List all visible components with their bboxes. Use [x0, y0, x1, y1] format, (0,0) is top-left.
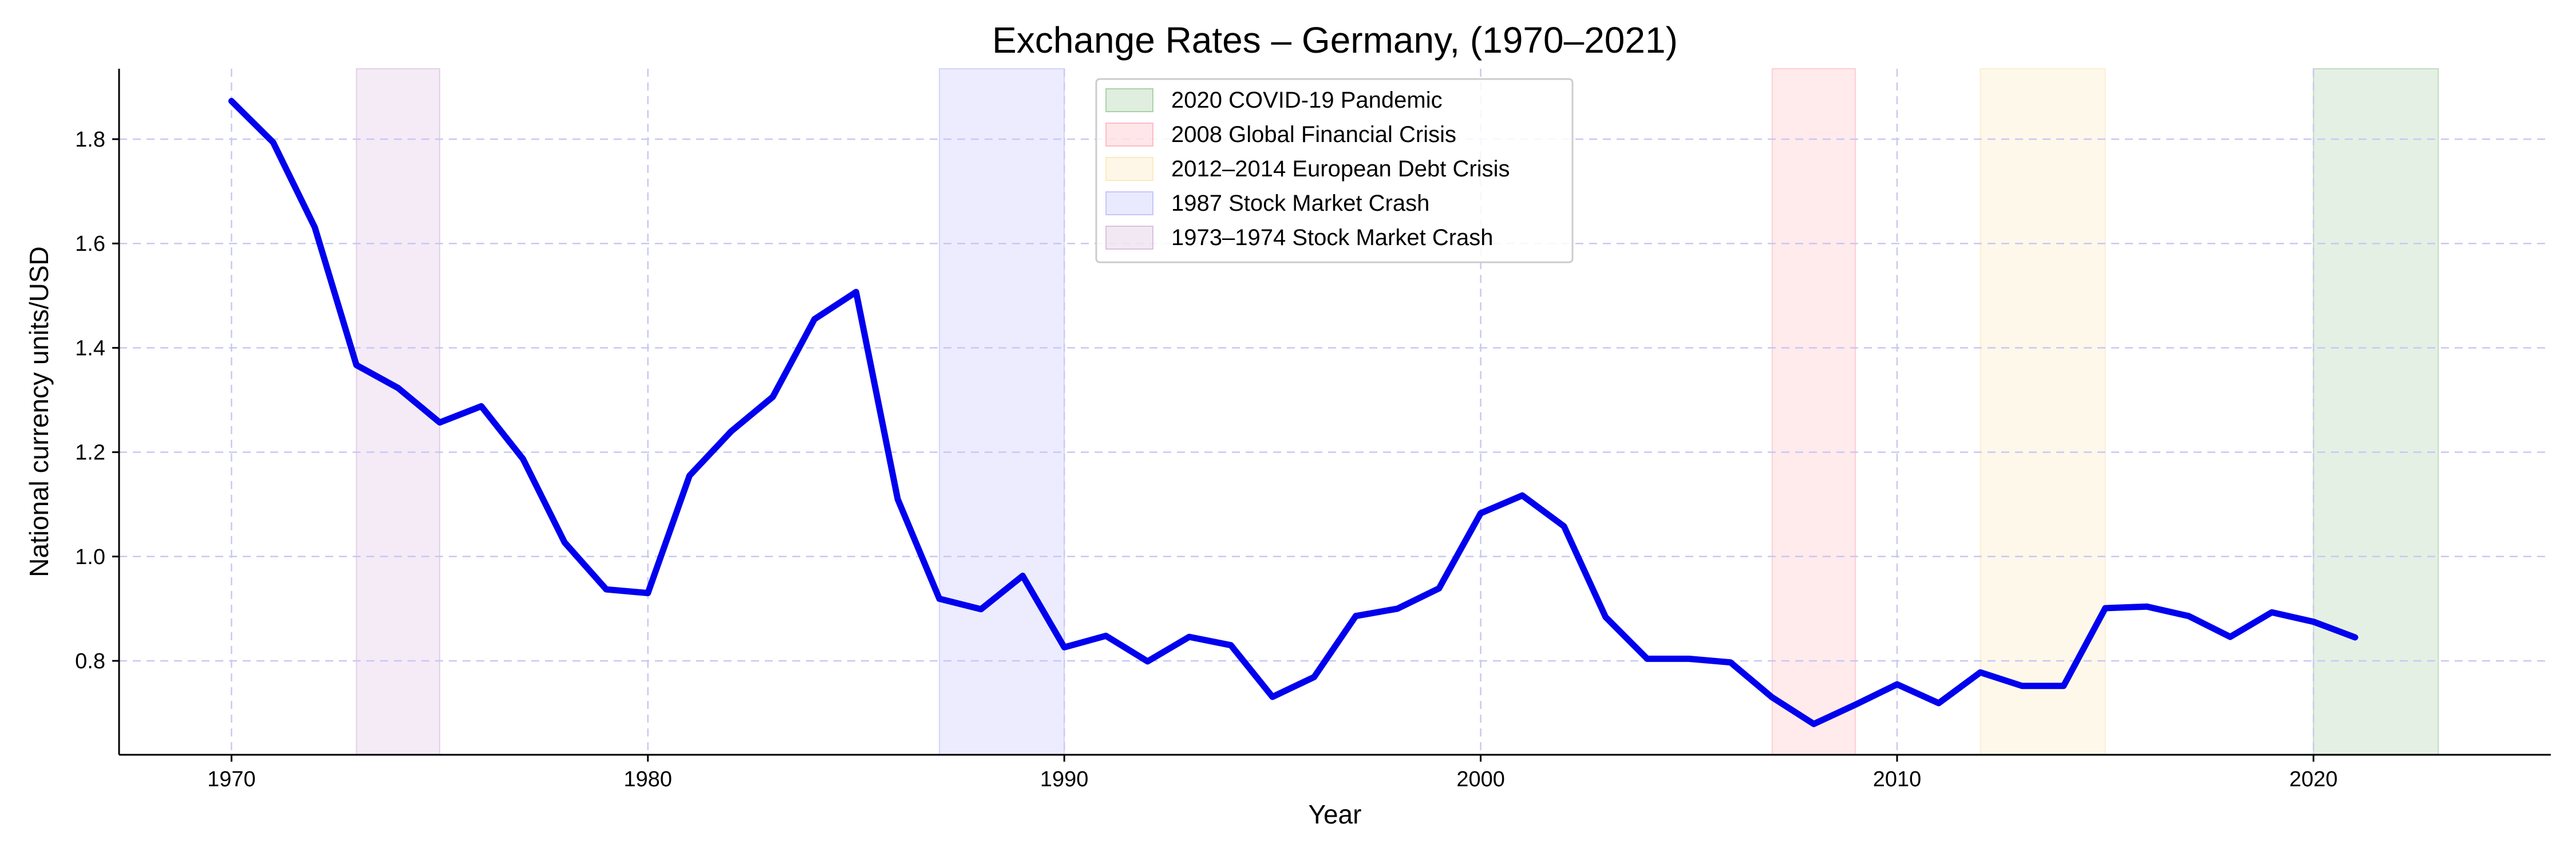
data-point-1996	[1314, 676, 1315, 677]
data-point-2018	[2230, 636, 2231, 637]
data-point-2021	[2354, 637, 2356, 638]
x-tick-label-5: 2020	[2289, 767, 2338, 791]
data-point-1977	[523, 458, 524, 459]
legend-swatch-3	[1105, 191, 1153, 215]
data-point-1984	[814, 318, 815, 320]
legend-label-1: 2008 Global Financial Crisis	[1171, 122, 1456, 147]
data-point-1993	[1188, 636, 1190, 637]
data-point-1989	[1022, 576, 1023, 577]
data-point-1974	[397, 388, 398, 389]
data-point-1982	[730, 431, 732, 432]
data-point-1973	[356, 364, 357, 365]
legend-swatch-0	[1105, 88, 1153, 112]
data-point-2003	[1605, 616, 1606, 617]
legend-label-0: 2020 COVID-19 Pandemic	[1171, 88, 1443, 113]
shaded-period-1	[1771, 68, 1856, 755]
data-point-1978	[564, 542, 565, 543]
data-point-2017	[2188, 616, 2189, 617]
x-tick-label-3: 2000	[1456, 767, 1505, 791]
data-point-1983	[772, 396, 773, 397]
data-point-2007	[1772, 697, 1773, 698]
data-point-1995	[1272, 696, 1273, 698]
data-point-2020	[2313, 621, 2314, 622]
legend-label-3: 1987 Stock Market Crash	[1171, 191, 1429, 216]
x-tick-label-2: 1990	[1040, 767, 1089, 791]
data-point-1985	[855, 291, 856, 293]
data-point-2001	[1522, 495, 1523, 496]
data-point-1980	[647, 593, 649, 594]
data-point-1990	[1064, 647, 1065, 648]
data-point-1976	[481, 405, 482, 407]
y-tick-label-4: 1.6	[75, 232, 105, 256]
data-point-1992	[1147, 661, 1148, 662]
data-point-2011	[1938, 703, 1939, 704]
data-point-2009	[1855, 704, 1856, 706]
y-tick-label-1: 1.0	[75, 545, 105, 569]
series-layer	[228, 98, 2358, 727]
data-point-1994	[1230, 645, 1231, 646]
data-point-2010	[1897, 684, 1898, 685]
legend-label-2: 2012–2014 European Debt Crisis	[1171, 156, 1510, 182]
data-point-1997	[1355, 616, 1356, 617]
shaded-period-0	[2313, 68, 2439, 755]
data-point-2006	[1730, 662, 1731, 663]
data-point-1975	[439, 422, 440, 423]
data-point-1971	[272, 141, 274, 143]
y-axis-title: National currency units/USD	[24, 246, 54, 577]
x-tick-label-4: 2010	[1873, 767, 1922, 791]
legend-swatch-4	[1105, 226, 1153, 250]
x-axis-title: Year	[1309, 799, 1362, 829]
shaded-period-2	[1980, 68, 2106, 755]
data-point-2004	[1647, 658, 1648, 659]
data-point-1998	[1397, 608, 1398, 609]
legend-frame	[1095, 78, 1574, 263]
data-point-2013	[2021, 685, 2022, 687]
legend-label-4: 1973–1974 Stock Market Crash	[1171, 225, 1494, 250]
data-point-1979	[606, 589, 607, 590]
data-point-2012	[1980, 672, 1981, 673]
data-point-2005	[1688, 658, 1689, 659]
data-point-2002	[1563, 526, 1564, 527]
data-point-1970	[231, 100, 232, 101]
data-point-1991	[1105, 635, 1107, 636]
data-point-2016	[2146, 606, 2147, 607]
data-point-2019	[2271, 612, 2273, 613]
axis-ticks: 1970 1980 1990 2000 2010 2020 0.8 1.0 1.2 1.4 1.6 1…	[75, 128, 2337, 791]
data-point-1988	[981, 609, 982, 610]
legend-swatch-2	[1105, 157, 1153, 181]
data-point-1972	[314, 227, 315, 228]
y-tick-label-3: 1.4	[75, 336, 105, 360]
data-point-2014	[2063, 685, 2064, 687]
series-line-0	[228, 98, 2358, 727]
data-point-1981	[689, 475, 690, 476]
x-tick-label-1: 1980	[624, 767, 673, 791]
data-point-2008	[1814, 723, 1815, 724]
x-tick-label-0: 1970	[207, 767, 256, 791]
data-point-1987	[939, 598, 940, 600]
legend: 2020 COVID-19 Pandemic 2008 Global Financ…	[1095, 78, 1574, 263]
data-point-1999	[1439, 588, 1440, 589]
y-tick-label-2: 1.2	[75, 441, 105, 465]
chart-title: Exchange Rates – Germany, (1970–2021)	[992, 19, 1678, 61]
shaded-period-3	[938, 68, 1065, 755]
y-tick-label-0: 0.8	[75, 649, 105, 673]
data-point-2000	[1480, 513, 1481, 514]
legend-swatch-1	[1105, 123, 1153, 147]
y-tick-label-5: 1.8	[75, 128, 105, 152]
data-point-1986	[897, 499, 898, 500]
data-point-2015	[2105, 608, 2106, 609]
